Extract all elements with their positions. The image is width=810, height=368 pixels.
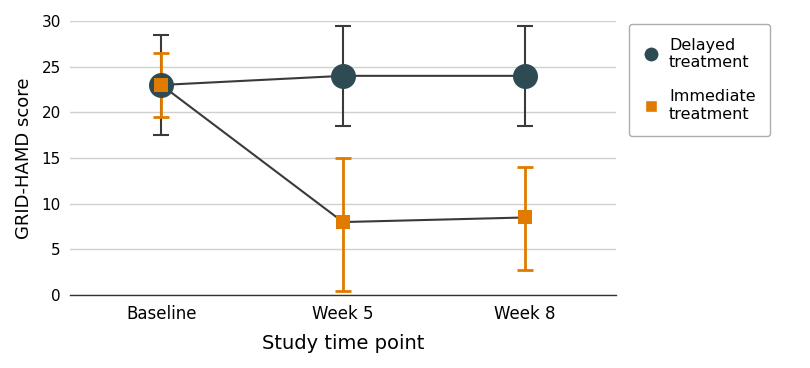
- Legend: Delayed
treatment, Immediate
treatment: Delayed treatment, Immediate treatment: [629, 24, 770, 136]
- Point: [155, 82, 168, 88]
- Point: [336, 219, 349, 225]
- Point: [518, 215, 531, 220]
- Point: [518, 73, 531, 79]
- Y-axis label: GRID-HAMD score: GRID-HAMD score: [15, 77, 33, 239]
- Point: [155, 82, 168, 88]
- Point: [336, 73, 349, 79]
- X-axis label: Study time point: Study time point: [262, 334, 424, 353]
